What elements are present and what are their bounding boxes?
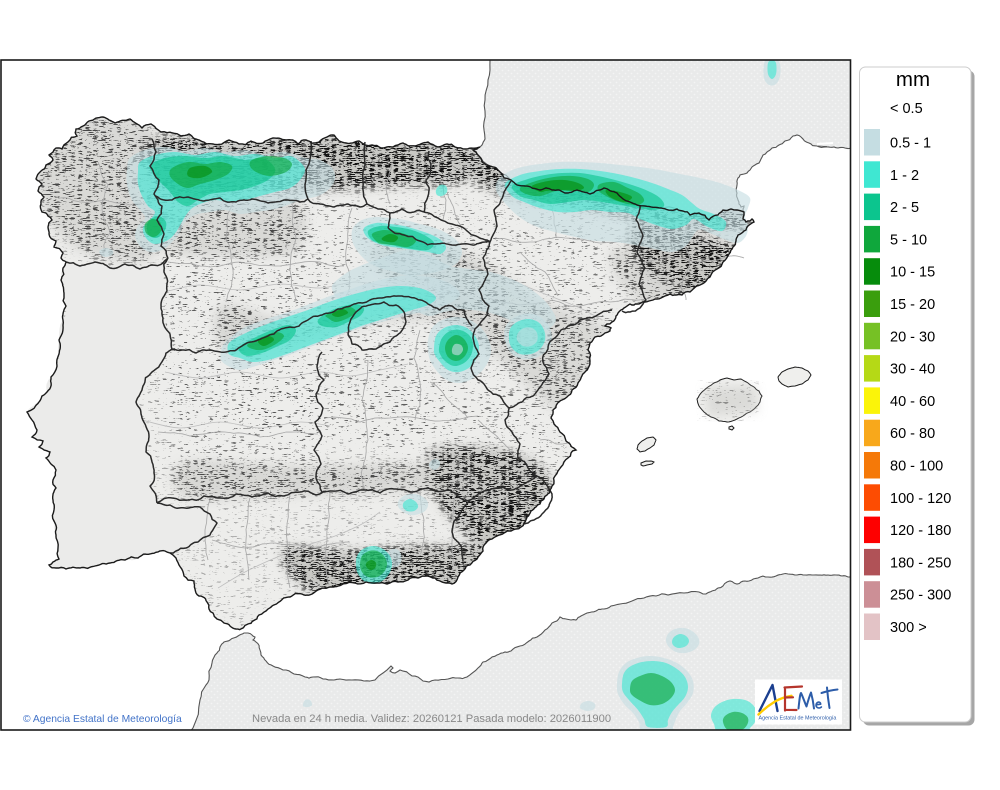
svg-text:180 - 250: 180 - 250: [890, 555, 951, 571]
svg-text:100 - 120: 100 - 120: [890, 491, 951, 507]
svg-text:120 - 180: 120 - 180: [890, 523, 951, 539]
svg-text:Agencia Estatal de Meteorologí: Agencia Estatal de Meteorología: [759, 716, 837, 722]
svg-text:15 - 20: 15 - 20: [890, 297, 935, 313]
svg-text:5 - 10: 5 - 10: [890, 232, 927, 248]
svg-text:40 - 60: 40 - 60: [890, 394, 935, 410]
svg-text:20 - 30: 20 - 30: [890, 329, 935, 345]
svg-text:2 - 5: 2 - 5: [890, 200, 919, 216]
svg-text:60 - 80: 60 - 80: [890, 426, 935, 442]
svg-text:80 - 100: 80 - 100: [890, 459, 943, 475]
svg-text:300 >: 300 >: [890, 620, 927, 636]
svg-text:mm: mm: [896, 68, 930, 91]
svg-text:0.5 - 1: 0.5 - 1: [890, 136, 931, 152]
svg-text:< 0.5: < 0.5: [890, 101, 923, 117]
svg-text:Nevada en 24 h media. Validez:: Nevada en 24 h media. Validez: 20260121 …: [252, 713, 611, 725]
svg-text:30 - 40: 30 - 40: [890, 362, 935, 378]
svg-text:1 - 2: 1 - 2: [890, 168, 919, 184]
svg-text:250 - 300: 250 - 300: [890, 588, 951, 604]
svg-text:10 - 15: 10 - 15: [890, 265, 935, 281]
svg-text:© Agencia Estatal de Meteorolo: © Agencia Estatal de Meteorología: [23, 714, 182, 725]
